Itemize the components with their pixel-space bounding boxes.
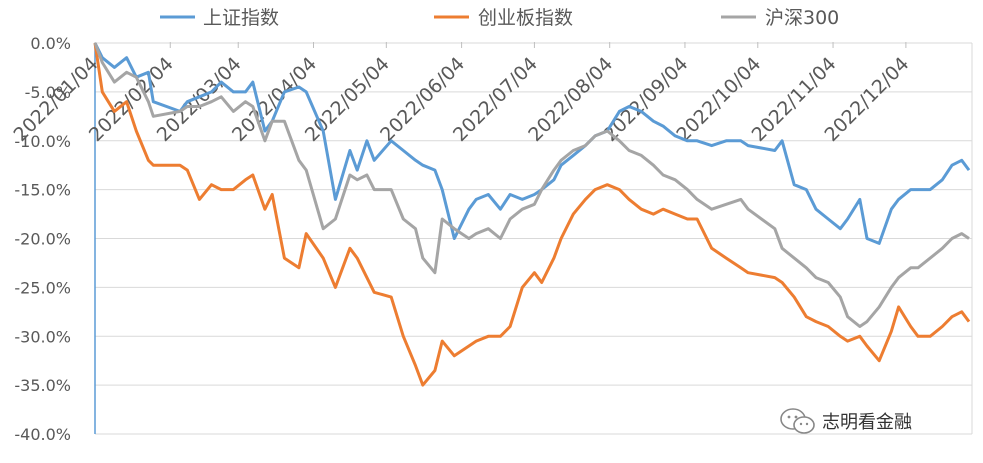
legend: 上证指数 创业板指数 沪深300 — [160, 7, 839, 29]
legend-label: 创业板指数 — [478, 7, 573, 29]
y-tick-label: -20.0% — [14, 230, 71, 249]
y-tick-label: -5.0% — [25, 83, 71, 102]
series-line-2 — [93, 42, 971, 387]
y-tick-label: -30.0% — [14, 327, 71, 346]
y-tick-label: -25.0% — [14, 278, 71, 297]
y-tick-label: -35.0% — [14, 376, 71, 395]
series-line-1 — [93, 42, 971, 245]
y-tick-label: -10.0% — [14, 132, 71, 151]
y-tick-label: -40.0% — [14, 425, 71, 444]
watermark-text: 志明看金融 — [822, 412, 912, 433]
legend-label: 沪深300 — [765, 7, 839, 29]
legend-label: 上证指数 — [203, 7, 279, 29]
y-axis: 0.0% -5.0% -10.0% -15.0% -20.0% -25.0% -30.0% -… — [14, 34, 96, 444]
wechat-icon — [780, 408, 815, 434]
y-tick-label: 0.0% — [30, 34, 71, 53]
series-line-3 — [93, 42, 970, 328]
watermark: 志明看金融 — [780, 408, 912, 434]
series-lines — [93, 42, 971, 387]
y-tick-label: -15.0% — [14, 181, 71, 200]
